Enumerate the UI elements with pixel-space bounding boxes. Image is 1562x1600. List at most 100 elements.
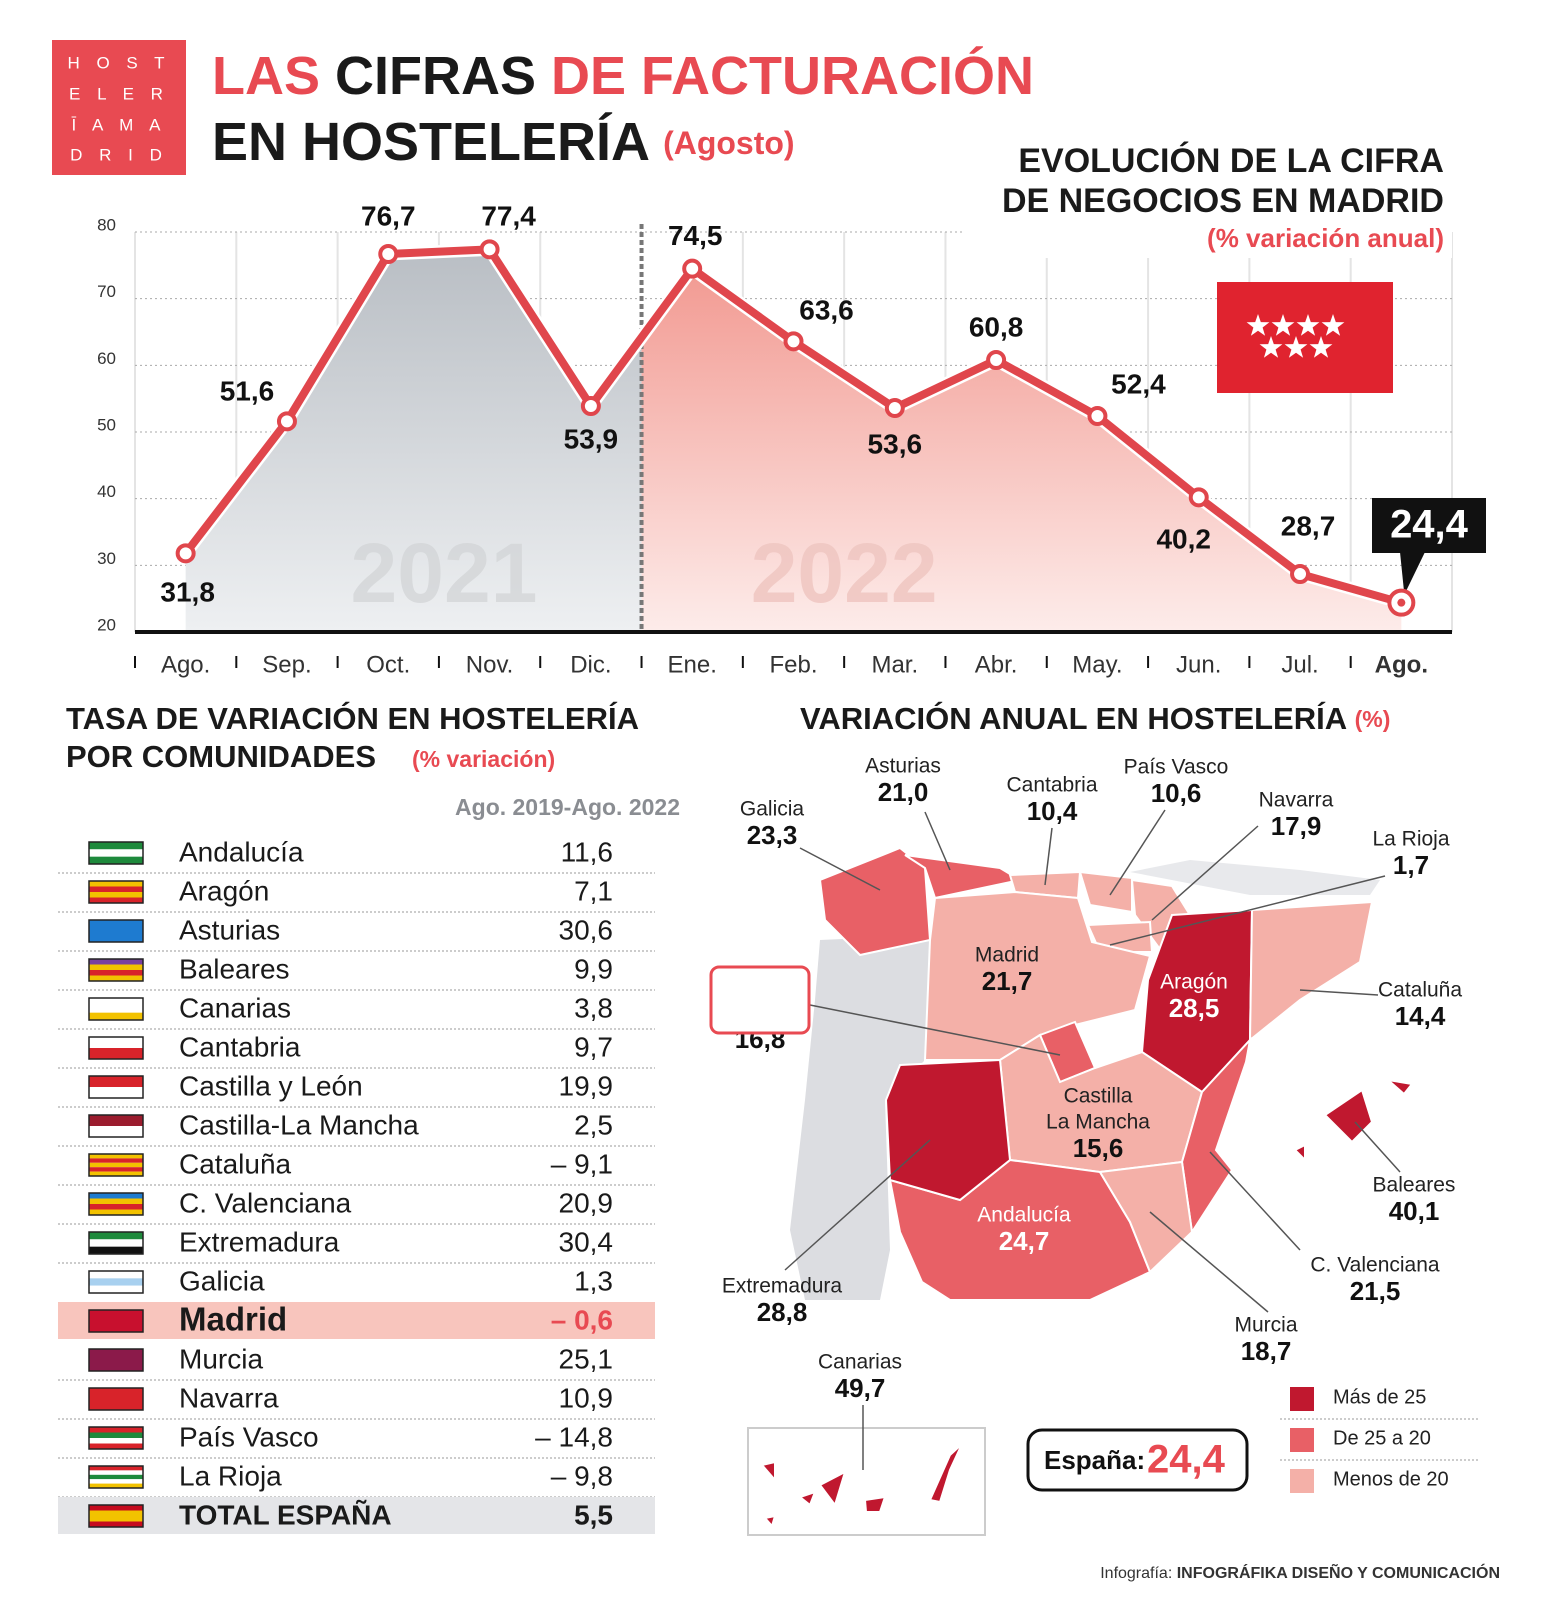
total-box	[1026, 1428, 1249, 1492]
logo-line: Ī A M A	[72, 115, 167, 134]
region	[818, 846, 932, 957]
region-name: Cantabria	[1006, 774, 1097, 797]
point	[1188, 487, 1209, 508]
flag-stripe	[89, 1388, 143, 1410]
flag-stripe	[89, 1505, 143, 1511]
table-title: TASA DE VARIACIÓN EN HOSTELERÍA	[66, 700, 639, 736]
column-header: Ago. 2019-Ago. 2022	[455, 794, 680, 820]
row-name: Andalucía	[179, 836, 304, 867]
region-value: 24,7	[999, 1226, 1050, 1256]
flag-star	[1321, 314, 1345, 336]
row-name: Asturias	[179, 914, 280, 945]
region-name: C. Valenciana	[1310, 1254, 1440, 1277]
flag-stripe	[89, 1438, 143, 1444]
row-value: 30,6	[559, 914, 614, 945]
point	[682, 258, 703, 279]
row-name: Castilla y León	[179, 1070, 363, 1101]
main-title: EN HOSTELERÍA (Agosto)	[212, 112, 795, 172]
flag-stripe	[89, 1278, 143, 1286]
row-name: TOTAL ESPAÑA	[179, 1499, 392, 1530]
region-value: 28,5	[1169, 993, 1220, 1023]
region-value: 14,4	[1395, 1001, 1446, 1031]
flag-star	[1309, 336, 1333, 358]
region	[1248, 900, 1374, 1043]
region-name: Galicia	[740, 798, 805, 821]
region-value: 21,7	[982, 966, 1033, 996]
flag-stripe	[89, 881, 143, 887]
value-label: 74,5	[668, 220, 723, 251]
flag-stripe	[89, 1037, 143, 1048]
flag-stripe	[89, 1162, 143, 1168]
region-value: 1,7	[1393, 850, 1429, 880]
flag-star	[1284, 336, 1308, 358]
flag-stripe	[89, 1427, 143, 1433]
flag-stripe	[89, 1479, 143, 1484]
region-value: 10,6	[1151, 778, 1202, 808]
flag-stripe	[89, 1158, 143, 1163]
value-label: 53,9	[564, 423, 619, 454]
flag-stripe	[89, 1012, 143, 1020]
france-land	[1130, 860, 1380, 895]
flag-stripe	[89, 1209, 143, 1215]
chart-title: EVOLUCIÓN DE LA CIFRA	[1018, 142, 1444, 180]
madrid-box	[709, 965, 811, 1035]
row-value: 9,7	[574, 1031, 613, 1062]
region-name: Andalucía	[977, 1204, 1071, 1227]
flag-stripe	[89, 1115, 143, 1126]
x-tick-label: Ene.	[668, 651, 717, 678]
title-part: LAS	[212, 46, 320, 106]
main-title: LAS CIFRAS DE FACTURACIÓN	[212, 46, 1034, 106]
x-tick-label: Ago.	[161, 651, 210, 678]
row-value: – 9,8	[551, 1460, 613, 1491]
flag-stripe	[89, 1154, 143, 1159]
title-backdrop	[962, 140, 1452, 258]
value-label: 60,8	[969, 311, 1024, 342]
legend-swatch	[1290, 1387, 1314, 1411]
flag-stripe	[89, 1443, 143, 1449]
map-title-text: VARIACIÓN ANUAL EN HOSTELERÍA	[800, 700, 1347, 736]
flag-stripe	[89, 856, 143, 864]
leader-line	[784, 1139, 931, 1271]
region-value: 18,7	[1241, 1336, 1292, 1366]
value-label: 76,7	[361, 200, 416, 231]
legend-label: Más de 25	[1333, 1386, 1426, 1408]
leader-line	[799, 847, 881, 891]
value-label: 31,8	[160, 577, 215, 608]
portugal-land	[790, 935, 930, 1300]
flag-border	[88, 1114, 144, 1138]
region-name: País Vasco	[1124, 756, 1229, 779]
total-value: 24,4	[1147, 1438, 1226, 1482]
flag-stripe	[89, 959, 143, 965]
leader-line	[809, 1004, 1061, 1056]
y-tick-label: 20	[97, 615, 116, 634]
region	[884, 1058, 1012, 1202]
value-label: 28,7	[1281, 510, 1336, 541]
row-value: 3,8	[574, 992, 613, 1023]
region-name: Castilla	[1064, 1085, 1133, 1108]
point	[276, 411, 297, 432]
flag-star	[1246, 314, 1270, 336]
region-name: Baleares	[1373, 1174, 1456, 1197]
x-tick-label: Ago.	[1375, 651, 1428, 678]
row-name: Cantabria	[179, 1031, 301, 1062]
row-value: 10,9	[559, 1382, 614, 1413]
x-tick-label: Jun.	[1176, 651, 1221, 678]
flag-stripe	[89, 998, 143, 1006]
flag-stripe	[89, 1048, 143, 1059]
flag-border	[88, 1465, 144, 1489]
line-chart: 20 30 40 50 60 70 80 2021 2022 Ago. 31,8 Sep. 51,6 Oc…	[97, 140, 1486, 678]
region	[923, 890, 1152, 1061]
area-2021	[185, 249, 642, 633]
row-name: Castilla-La Mancha	[179, 1109, 419, 1140]
region-value: 10,4	[1027, 796, 1078, 826]
title-part: EN HOSTELERÍA	[212, 112, 649, 172]
madrid-flag	[1217, 282, 1393, 393]
region-name: Cataluña	[1378, 979, 1462, 1002]
canarias-box	[747, 1427, 986, 1536]
year-annotation: 2022	[751, 526, 938, 620]
row-value: 19,9	[559, 1070, 614, 1101]
table-subtitle: (% variación)	[412, 746, 555, 772]
region-name: Madrid	[975, 944, 1039, 967]
flag-stripe	[89, 1466, 143, 1471]
flag-border	[88, 880, 144, 904]
